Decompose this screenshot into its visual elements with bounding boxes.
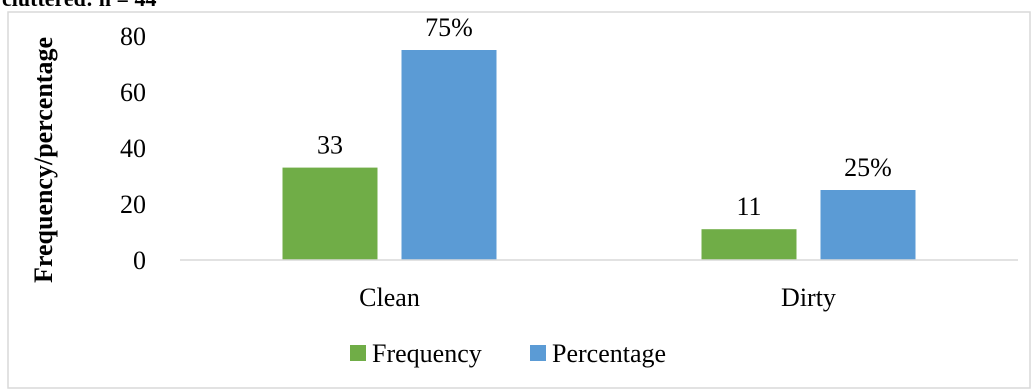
y-tick-label: 40 (120, 134, 146, 163)
data-label-frequency-clean: 33 (317, 131, 343, 160)
legend-label-frequency: Frequency (372, 339, 482, 368)
chart-frame (7, 11, 1031, 389)
y-axis-title: Frequency/percentage (29, 37, 58, 283)
y-tick-label: 20 (120, 190, 146, 219)
data-label-percentage-clean: 75% (425, 13, 473, 42)
y-tick-label: 0 (133, 246, 146, 275)
bar-percentage-dirty (820, 190, 916, 260)
bar-frequency-clean (282, 167, 378, 260)
bars (282, 50, 916, 260)
legend-swatch-percentage (530, 345, 546, 361)
bar-percentage-clean (401, 50, 497, 260)
data-label-frequency-dirty: 11 (736, 192, 761, 221)
x-tick-label: Dirty (781, 283, 836, 312)
data-labels: 33 75% 11 25% (317, 13, 892, 221)
legend: Frequency Percentage (350, 339, 666, 368)
y-tick-label: 80 (120, 22, 146, 51)
data-label-percentage-dirty: 25% (844, 153, 892, 182)
y-tick-labels: 0 20 40 60 80 (120, 22, 146, 275)
bar-frequency-dirty (701, 229, 797, 260)
legend-swatch-frequency (350, 345, 366, 361)
y-tick-label: 60 (120, 78, 146, 107)
cropped-top-text: cluttered: n = 44 (2, 0, 157, 11)
x-tick-label: Clean (359, 283, 420, 312)
category-labels: Clean Dirty (359, 283, 836, 312)
legend-label-percentage: Percentage (552, 339, 666, 368)
